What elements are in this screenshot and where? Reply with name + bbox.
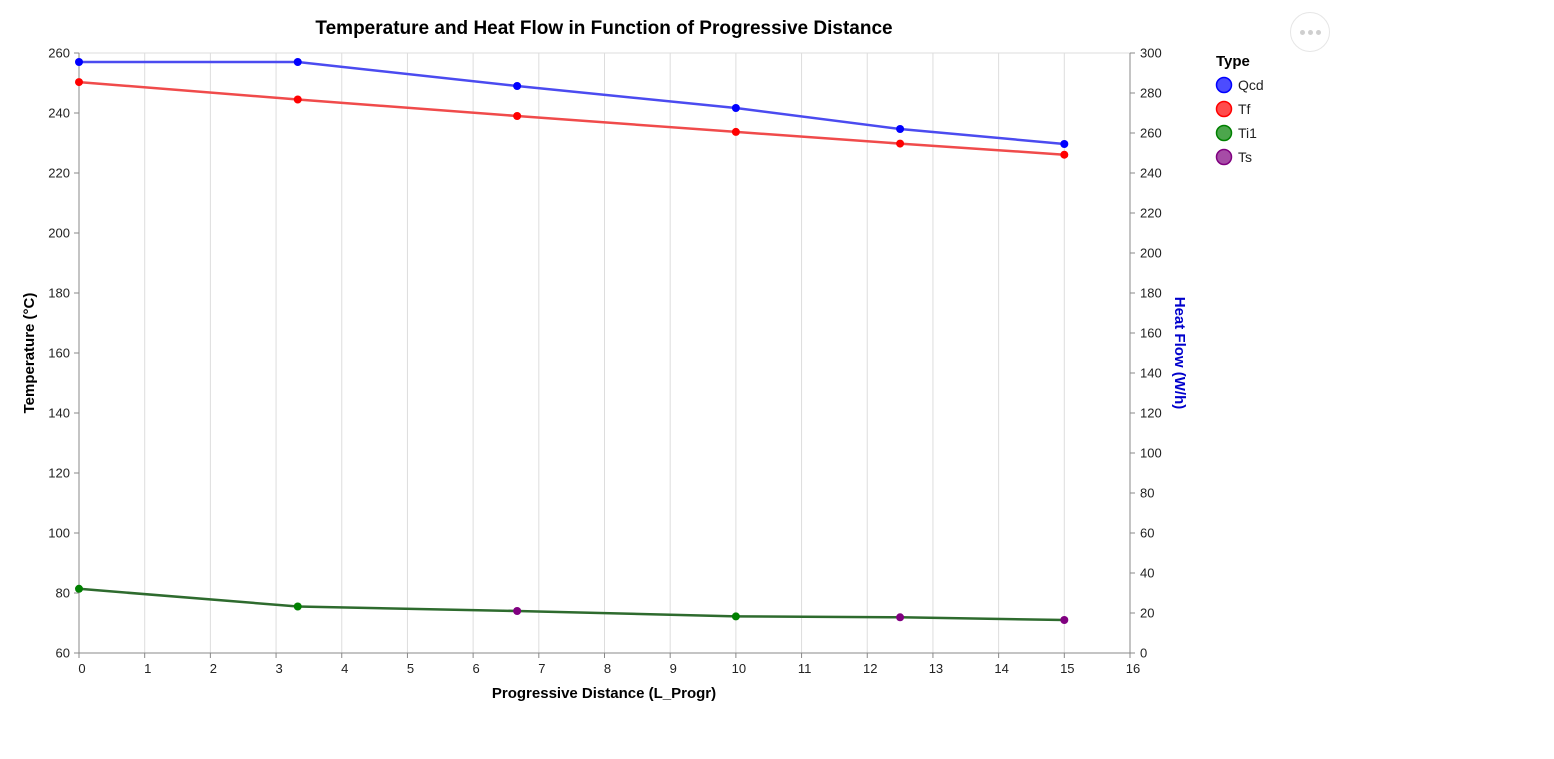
dot-icon <box>1315 29 1321 35</box>
legend-swatch <box>1215 124 1233 142</box>
data-point-ti1 <box>293 602 302 611</box>
y-tick-label: 100 <box>48 526 70 541</box>
legend-items: Qcd Tf Ti1 Ts <box>1215 76 1264 166</box>
x-tick-label: 2 <box>210 661 217 676</box>
data-point-ts <box>513 607 522 615</box>
x-tick-label: 6 <box>473 661 480 676</box>
x-tick-label: 3 <box>275 661 282 676</box>
y2-tick-label: 140 <box>1140 366 1162 381</box>
x-tick-label: 11 <box>798 661 812 676</box>
x-tick-label: 15 <box>1060 661 1074 676</box>
x-tick-label: 8 <box>604 661 611 676</box>
series <box>75 58 1069 624</box>
y2-tick-label: 80 <box>1140 486 1154 501</box>
x-tick-label: 13 <box>929 661 943 676</box>
data-point-tf <box>896 139 905 148</box>
x-tick-label: 1 <box>144 661 151 676</box>
dot-icon <box>1299 29 1305 35</box>
y-tick-label: 180 <box>48 286 70 301</box>
data-point-ti1 <box>75 584 83 593</box>
data-point-qcd <box>75 58 83 66</box>
grid <box>79 52 1130 653</box>
data-point-qcd <box>896 125 905 133</box>
dot-icon <box>1307 29 1313 35</box>
series-line-tf <box>78 80 1065 156</box>
data-point-ti1 <box>731 612 740 621</box>
x-tick-label: 0 <box>78 661 85 676</box>
series-line-qcd <box>79 60 1065 146</box>
data-point-tf <box>731 127 740 136</box>
legend-label: Ti1 <box>1238 125 1257 141</box>
data-point-tf <box>513 112 522 120</box>
y-tick-label: 240 <box>48 106 70 121</box>
axes: 0 1 2 3 4 5 6 7 8 9 10 11 12 13 14 15 166080100120140160… <box>48 46 1161 677</box>
y2-tick-label: 300 <box>1140 46 1162 61</box>
x-tick-label: 14 <box>994 661 1008 676</box>
y-tick-label: 200 <box>48 226 70 241</box>
data-point-tf <box>293 95 302 104</box>
y-tick-label: 220 <box>48 166 70 181</box>
x-tick-label: 16 <box>1126 661 1140 676</box>
x-tick-label: 7 <box>538 661 545 676</box>
y2-tick-label: 220 <box>1140 206 1162 221</box>
y-tick-label: 160 <box>48 346 70 361</box>
legend-swatch <box>1215 100 1233 118</box>
y-tick-label: 260 <box>48 46 70 61</box>
data-point-ts <box>1060 616 1069 624</box>
y-axis-title: Temperature (°C) <box>21 293 38 414</box>
x-tick-label: 5 <box>407 661 414 676</box>
legend: Type Qcd Tf Ti1 Ts <box>1215 53 1264 166</box>
data-point-qcd <box>731 104 740 112</box>
x-tick-label: 12 <box>863 661 877 676</box>
y2-tick-label: 60 <box>1140 526 1154 541</box>
series-line-ti1-ts <box>78 587 1065 622</box>
data-point-tf <box>75 78 83 87</box>
y2-tick-label: 160 <box>1140 326 1162 341</box>
y-tick-label: 120 <box>48 466 70 481</box>
legend-label: Ts <box>1238 149 1252 165</box>
more-options-button[interactable] <box>1290 12 1330 52</box>
y-tick-label: 80 <box>56 586 70 601</box>
legend-label: Qcd <box>1238 77 1264 93</box>
y2-tick-label: 240 <box>1140 166 1162 181</box>
data-point-qcd <box>513 82 522 90</box>
y2-tick-label: 40 <box>1140 566 1154 581</box>
y2-axis-title: Heat Flow (W/h) <box>1171 297 1188 410</box>
y-tick-label: 60 <box>56 646 70 661</box>
chart-title: Temperature and Heat Flow in Function of… <box>315 18 892 39</box>
legend-title: Type <box>1216 53 1250 70</box>
x-tick-label: 4 <box>341 661 348 676</box>
x-tick-label: 10 <box>732 661 746 676</box>
legend-label: Tf <box>1238 101 1251 117</box>
y2-tick-label: 260 <box>1140 126 1162 141</box>
x-tick-label: 9 <box>670 661 677 676</box>
legend-swatch <box>1215 76 1233 94</box>
legend-swatch <box>1215 148 1233 166</box>
data-point-ts <box>896 613 905 622</box>
y2-tick-label: 100 <box>1140 446 1162 461</box>
y2-tick-label: 120 <box>1140 406 1162 421</box>
data-point-qcd <box>293 58 302 66</box>
y2-tick-label: 180 <box>1140 286 1162 301</box>
y2-tick-label: 200 <box>1140 246 1162 261</box>
x-axis-title: Progressive Distance (L_Progr) <box>492 685 716 702</box>
data-point-tf <box>1060 150 1069 159</box>
y2-tick-label: 0 <box>1140 646 1147 661</box>
y2-tick-label: 20 <box>1140 606 1154 621</box>
y-tick-label: 140 <box>48 406 70 421</box>
data-point-qcd <box>1060 140 1069 148</box>
y2-tick-label: 280 <box>1140 86 1162 101</box>
